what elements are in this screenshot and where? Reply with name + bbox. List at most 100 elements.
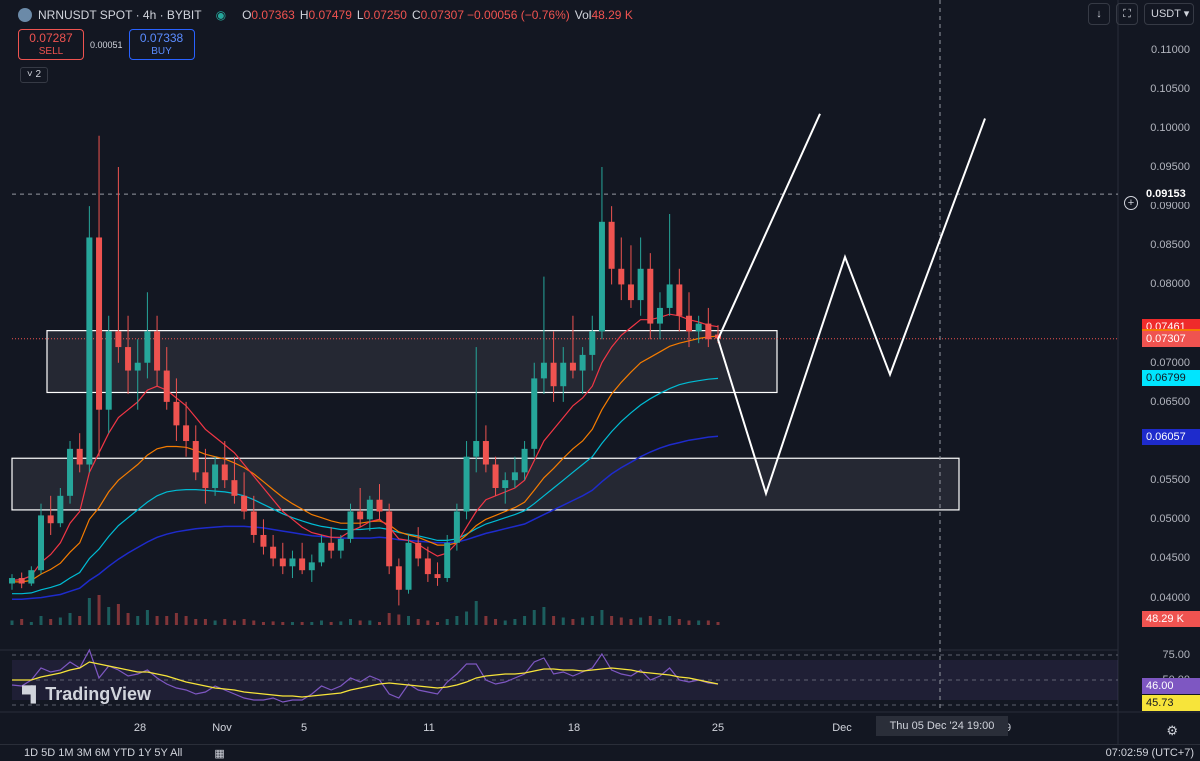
- volume-bar: [107, 607, 111, 625]
- candle-body: [676, 284, 683, 316]
- candle-body: [241, 495, 248, 512]
- change-value: −0.00056 (−0.76%): [467, 8, 570, 22]
- indicators-collapse-button[interactable]: ˅ 2: [20, 67, 48, 83]
- volume-bar: [706, 620, 710, 625]
- volume-bar: [136, 616, 140, 625]
- price-axis-label: 0.10000: [1150, 121, 1190, 134]
- volume-bar: [165, 616, 169, 625]
- volume-tag: 48.29 K: [1142, 611, 1200, 627]
- volume-bar: [571, 619, 575, 625]
- candle-body: [279, 558, 286, 567]
- volume-bar: [300, 622, 304, 625]
- volume-bar: [648, 616, 652, 625]
- candle-body: [357, 511, 364, 520]
- ohlc-values: O0.07363 H0.07479 L0.07250 C0.07307: [240, 8, 467, 22]
- range-buttons[interactable]: 1D 5D 1M 3M 6M YTD 1Y 5Y All: [24, 747, 183, 759]
- ohlc-value: 0.07250: [363, 8, 407, 22]
- candle-body: [386, 511, 393, 567]
- candle-body: [221, 464, 228, 481]
- gear-icon[interactable]: ⚙: [1166, 723, 1178, 738]
- volume-bar: [68, 613, 72, 625]
- sell-price: 0.07287: [29, 31, 73, 45]
- volume-bar: [232, 620, 236, 625]
- volume-bar: [387, 613, 391, 625]
- price-axis-label: 0.11000: [1151, 43, 1190, 56]
- candle-body: [705, 323, 712, 340]
- volume-bar: [49, 619, 53, 625]
- sell-button[interactable]: 0.07287 SELL: [18, 29, 84, 60]
- volume-bar: [629, 619, 633, 625]
- time-axis-label: 9: [1004, 722, 1012, 734]
- buy-label: BUY: [151, 46, 172, 57]
- volume-bar: [407, 616, 411, 625]
- candle-body: [656, 307, 663, 324]
- candle-body: [627, 284, 634, 301]
- candle-body: [231, 480, 238, 496]
- candle-body: [618, 268, 625, 285]
- sell-label: SELL: [38, 46, 64, 57]
- time-axis-label: Nov: [212, 722, 232, 734]
- volume-bar: [319, 620, 323, 625]
- candle-body: [405, 542, 412, 590]
- calendar-icon[interactable]: ▦: [214, 747, 225, 760]
- rsi-ma-line: [12, 661, 719, 698]
- volume-bar: [658, 619, 662, 625]
- candle-body: [289, 558, 296, 567]
- volume-bar: [174, 613, 178, 625]
- candle-body: [424, 558, 431, 575]
- ohlc-key: C: [411, 8, 421, 22]
- ema-slow-line: [12, 377, 719, 595]
- candle-body: [482, 441, 489, 465]
- crosshair-date-label: Thu 05 Dec '24 19:00: [876, 716, 1008, 736]
- eye-icon[interactable]: ◉: [215, 8, 227, 22]
- candle-body: [47, 515, 54, 524]
- candle-body: [163, 370, 170, 402]
- candle-body: [18, 578, 25, 584]
- ohlc-value: 0.07307: [420, 8, 465, 22]
- volume-bar: [261, 622, 265, 625]
- candle-body: [57, 495, 64, 524]
- volume-bar: [97, 595, 101, 625]
- ohlc-value: 0.07479: [308, 8, 352, 22]
- price-axis-label: 0.08000: [1150, 278, 1190, 291]
- add-alert-plus-icon[interactable]: +: [1124, 196, 1138, 210]
- symbol-title[interactable]: NRNUSDT SPOT · 4h · BYBIT: [38, 8, 202, 22]
- buy-button[interactable]: 0.07338 BUY: [128, 29, 195, 60]
- candle-body: [125, 347, 132, 371]
- candle-body: [608, 221, 615, 269]
- volume-bar: [223, 619, 227, 625]
- fit-screen-icon[interactable]: ⛶: [1116, 3, 1138, 25]
- price-axis-label: 0.10500: [1150, 82, 1190, 95]
- time-axis-label: 28: [133, 722, 147, 734]
- projection-alt-path: [717, 113, 821, 340]
- candle-body: [453, 511, 460, 543]
- candle-body: [685, 315, 692, 332]
- candle-body: [502, 480, 509, 488]
- candle-body: [299, 558, 306, 571]
- candle-body: [38, 515, 45, 571]
- volume-bar: [445, 619, 449, 625]
- price-axis-label: 0.06500: [1150, 395, 1190, 408]
- volume-bar: [339, 621, 343, 625]
- volume-bar: [552, 616, 556, 625]
- volume-bar: [290, 622, 294, 625]
- volume-bar: [378, 622, 382, 625]
- candle-body: [212, 464, 219, 488]
- candle-body: [511, 472, 518, 481]
- candle-body: [144, 331, 151, 363]
- tradingview-logo: ▀▌ TradingView: [22, 684, 151, 705]
- currency-select[interactable]: USDT ▾: [1144, 3, 1194, 25]
- volume-bar: [523, 616, 527, 625]
- rsi-axis-label: 75.00: [1162, 649, 1190, 661]
- volume-bar: [203, 619, 207, 625]
- candle-body: [531, 378, 538, 449]
- volume-bar: [368, 620, 372, 625]
- arrow-down-icon[interactable]: ↓: [1088, 3, 1110, 25]
- candle-body: [105, 331, 112, 410]
- candle-body: [415, 542, 422, 559]
- volume-bar: [310, 622, 314, 625]
- candle-body: [308, 562, 315, 571]
- candle-body: [328, 542, 335, 551]
